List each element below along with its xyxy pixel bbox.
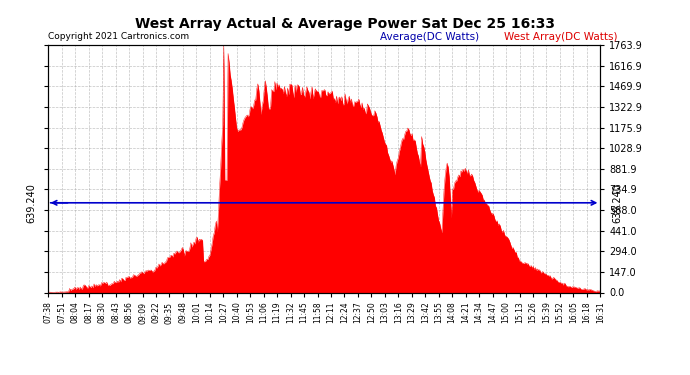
Text: Average(DC Watts): Average(DC Watts): [380, 32, 479, 42]
Text: Copyright 2021 Cartronics.com: Copyright 2021 Cartronics.com: [48, 32, 190, 41]
Text: West Array(DC Watts): West Array(DC Watts): [504, 32, 617, 42]
Text: West Array Actual & Average Power Sat Dec 25 16:33: West Array Actual & Average Power Sat De…: [135, 17, 555, 31]
Text: 639.240: 639.240: [613, 183, 622, 223]
Text: 639.240: 639.240: [26, 183, 36, 223]
